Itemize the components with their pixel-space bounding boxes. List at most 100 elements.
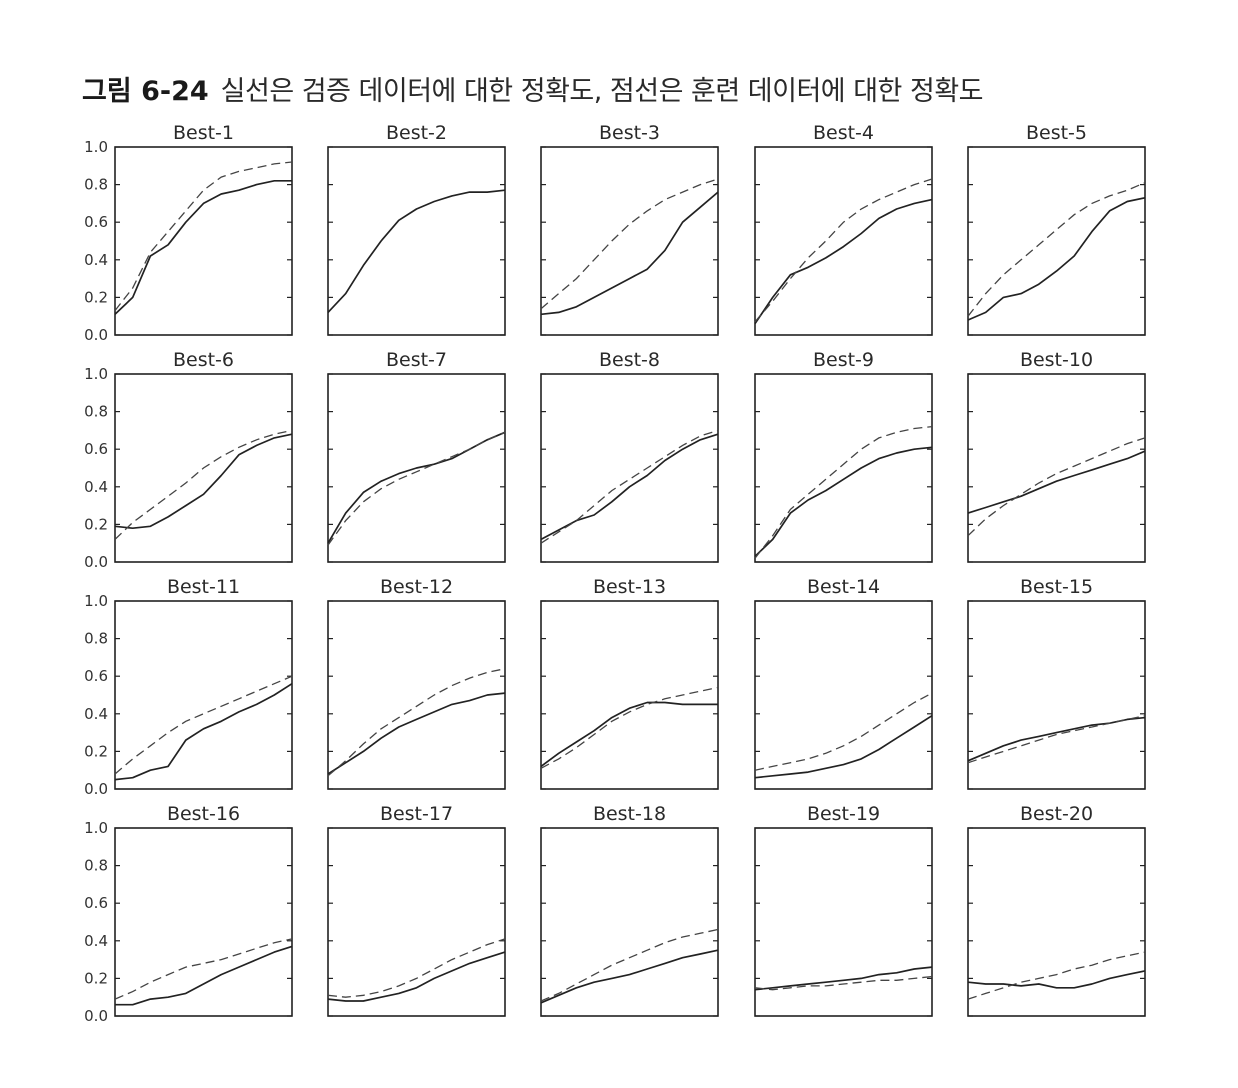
validation-accuracy-line: [327, 951, 506, 1002]
panel-title: Best-15: [1020, 576, 1093, 598]
y-tick-label: 0.2: [84, 288, 108, 306]
training-accuracy-line: [754, 425, 933, 559]
validation-accuracy-line: [967, 970, 1146, 989]
training-accuracy-line: [967, 715, 1146, 764]
y-tick-label: 1.0: [84, 138, 108, 156]
training-accuracy-line: [327, 431, 506, 546]
plot-frame: [327, 827, 506, 1017]
training-accuracy-line: [540, 686, 719, 769]
training-accuracy-line: [967, 951, 1146, 1000]
training-accuracy-line: [754, 692, 933, 771]
validation-accuracy-line: [327, 189, 506, 313]
y-tick-label: 0.0: [84, 326, 108, 344]
plot-frame: [967, 373, 1146, 563]
plot-frame: [114, 827, 293, 1017]
panel-best-12: Best-12: [327, 576, 506, 790]
validation-accuracy-line: [540, 701, 718, 768]
y-tick-label: 0.8: [84, 857, 108, 875]
panel-title: Best-18: [593, 803, 666, 825]
training-accuracy-line: [114, 938, 293, 1000]
validation-accuracy-line: [967, 196, 1146, 321]
plot-frame: [327, 373, 506, 563]
plot-frame: [754, 600, 933, 790]
plot-frame: [754, 827, 933, 1017]
training-accuracy-line: [967, 437, 1146, 537]
panel-title: Best-17: [380, 803, 453, 825]
panel-title: Best-19: [807, 803, 880, 825]
panel-title: Best-3: [599, 122, 660, 144]
y-tick-label: 0.8: [84, 403, 108, 421]
figure-number: 그림 6-24: [82, 76, 209, 107]
plot-frame: [967, 827, 1146, 1017]
panel-title: Best-4: [813, 122, 874, 144]
panel-best-17: Best-17: [327, 803, 506, 1017]
validation-accuracy-line: [754, 966, 933, 991]
plot-frame: [754, 146, 933, 336]
y-tick-label: 0.4: [84, 932, 108, 950]
training-accuracy-line: [327, 938, 506, 998]
figure-caption-text: 실선은 검증 데이터에 대한 정확도, 점선은 훈련 데이터에 대한 정확도: [220, 76, 984, 107]
plot-frame: [967, 600, 1146, 790]
panel-title: Best-1: [173, 122, 234, 144]
training-accuracy-line: [754, 178, 933, 323]
plot-frame: [327, 600, 506, 790]
training-accuracy-line: [540, 928, 719, 1002]
panel-best-19: Best-19: [754, 803, 933, 1017]
y-tick-label: 1.0: [84, 819, 108, 837]
validation-accuracy-line: [114, 682, 293, 781]
y-tick-label: 0.6: [84, 894, 108, 912]
y-tick-label: 0.4: [84, 705, 108, 723]
validation-accuracy-line: [967, 716, 1146, 762]
validation-accuracy-line: [115, 945, 293, 1006]
plot-frame: [540, 827, 719, 1017]
plot-frame: [540, 373, 719, 563]
validation-accuracy-line: [540, 433, 719, 541]
panel-title: Best-8: [599, 349, 660, 371]
training-accuracy-line: [540, 429, 719, 544]
panel-title: Best-11: [167, 576, 240, 598]
panel-title: Best-20: [1020, 803, 1093, 825]
panel-best-14: Best-14: [754, 576, 933, 790]
training-accuracy-line: [754, 975, 933, 991]
panel-title: Best-9: [813, 349, 874, 371]
validation-accuracy-line: [327, 692, 506, 775]
panel-best-9: Best-9: [754, 349, 933, 563]
y-tick-label: 0.2: [84, 515, 108, 533]
panel-title: Best-5: [1026, 122, 1087, 144]
y-tick-label: 0.4: [84, 478, 108, 496]
y-tick-label: 0.0: [84, 553, 108, 571]
panel-title: Best-6: [173, 349, 234, 371]
plot-frame: [540, 600, 719, 790]
y-tick-label: 0.2: [84, 969, 108, 987]
validation-accuracy-line: [754, 198, 933, 325]
y-tick-label: 0.0: [84, 780, 108, 798]
panel-best-10: Best-10: [967, 349, 1146, 563]
panel-title: Best-13: [593, 576, 666, 598]
panel-best-11: Best-11 0.0 0.2 0.4 0.6 0.8 1.0: [84, 576, 293, 798]
y-tick-label: 0.6: [84, 440, 108, 458]
panel-best-2: Best-2: [327, 122, 506, 336]
panel-best-3: Best-3: [540, 122, 719, 336]
plot-frame: [114, 146, 293, 336]
panel-title: Best-12: [380, 576, 453, 598]
training-accuracy-line: [114, 429, 293, 540]
panel-title: Best-10: [1020, 349, 1093, 371]
figure-caption: 그림 6-24 실선은 검증 데이터에 대한 정확도, 점선은 훈련 데이터에 대…: [82, 74, 984, 110]
training-accuracy-line: [327, 668, 506, 777]
panel-best-7: Best-7: [327, 349, 506, 563]
y-tick-label: 1.0: [84, 365, 108, 383]
panel-title: Best-14: [807, 576, 880, 598]
panel-title: Best-16: [167, 803, 240, 825]
y-tick-label: 0.6: [84, 213, 108, 231]
y-tick-label: 0.4: [84, 251, 108, 269]
y-tick-label: 1.0: [84, 592, 108, 610]
validation-accuracy-line: [114, 179, 292, 315]
validation-accuracy-line: [754, 446, 933, 558]
y-tick-label: 0.6: [84, 667, 108, 685]
validation-accuracy-line: [114, 433, 293, 530]
panel-best-15: Best-15: [967, 576, 1146, 790]
panel-best-5: Best-5: [967, 122, 1146, 336]
plot-frame: [967, 146, 1146, 336]
training-accuracy-line: [114, 675, 293, 775]
